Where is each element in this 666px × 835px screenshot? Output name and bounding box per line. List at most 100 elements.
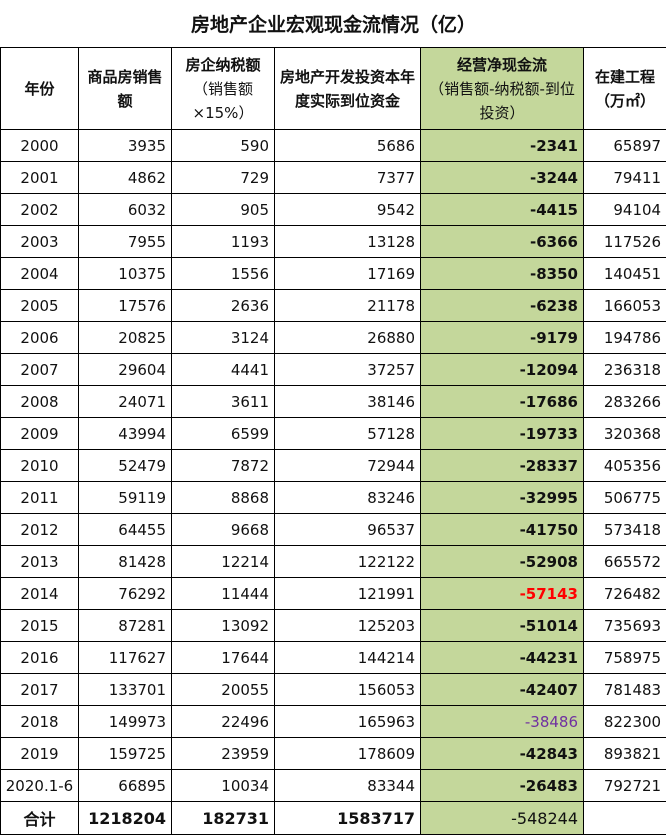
cell-year: 2016 — [0, 641, 79, 674]
header-tax: 房企纳税额 （销售额×15%） — [171, 47, 275, 130]
cell-sales: 64455 — [78, 513, 172, 546]
cell-investment: 26880 — [274, 321, 421, 354]
table-row: 2018 149973 22496 165963 -38486 822300 — [0, 705, 666, 738]
cell-year: 2008 — [0, 385, 79, 418]
cell-net-cash-flow: -44231 — [420, 641, 584, 674]
cell-sales: 59119 — [78, 481, 172, 514]
table-row: 2003 7955 1193 13128 -6366 117526 — [0, 225, 666, 258]
cell-investment: 38146 — [274, 385, 421, 418]
cell-sales: 117627 — [78, 641, 172, 674]
cell-tax: 17644 — [171, 641, 275, 674]
cell-year: 2020.1-6 — [0, 769, 79, 802]
table-row: 2017 133701 20055 156053 -42407 781483 — [0, 673, 666, 706]
cell-sales: 4862 — [78, 161, 172, 194]
table-row: 2015 87281 13092 125203 -51014 735693 — [0, 609, 666, 642]
table-row: 2008 24071 3611 38146 -17686 283266 — [0, 385, 666, 418]
cell-tax: 12214 — [171, 545, 275, 578]
cell-year: 2009 — [0, 417, 79, 450]
cell-construction: 320368 — [582, 417, 666, 450]
table-row: 2012 64455 9668 96537 -41750 573418 — [0, 513, 666, 546]
table-row: 2013 81428 12214 122122 -52908 665572 — [0, 545, 666, 578]
cell-net-cash-flow: -19733 — [420, 417, 584, 450]
cell-year: 2005 — [0, 289, 79, 322]
cell-construction: 140451 — [582, 257, 666, 290]
cell-construction: 94104 — [582, 193, 666, 226]
cell-construction: 781483 — [582, 673, 666, 706]
cell-sales: 29604 — [78, 353, 172, 386]
cell-investment: 156053 — [274, 673, 421, 706]
cell-net-cash-flow: -26483 — [420, 769, 584, 802]
table-row: 2014 76292 11444 121991 -57143 726482 — [0, 577, 666, 610]
cell-construction: 405356 — [582, 449, 666, 482]
total-year: 合计 — [0, 801, 79, 835]
cell-construction: 236318 — [582, 353, 666, 386]
cell-sales: 3935 — [78, 129, 172, 162]
cell-investment: 57128 — [274, 417, 421, 450]
header-construction: 在建工程（万㎡） — [582, 47, 666, 130]
table-row: 2011 59119 8868 83246 -32995 506775 — [0, 481, 666, 514]
cell-year: 2012 — [0, 513, 79, 546]
cell-net-cash-flow: -4415 — [420, 193, 584, 226]
cell-net-cash-flow: -3244 — [420, 161, 584, 194]
cell-tax: 2636 — [171, 289, 275, 322]
table-row: 2002 6032 905 9542 -4415 94104 — [0, 193, 666, 226]
cell-investment: 72944 — [274, 449, 421, 482]
cell-tax: 9668 — [171, 513, 275, 546]
cell-investment: 37257 — [274, 353, 421, 386]
table-title: 房地产企业宏观现金流情况（亿） — [0, 0, 666, 48]
cell-year: 2018 — [0, 705, 79, 738]
cell-tax: 6599 — [171, 417, 275, 450]
cell-year: 2014 — [0, 577, 79, 610]
cell-tax: 23959 — [171, 737, 275, 770]
cell-year: 2004 — [0, 257, 79, 290]
cell-sales: 81428 — [78, 545, 172, 578]
cell-construction: 166053 — [582, 289, 666, 322]
cell-investment: 7377 — [274, 161, 421, 194]
cell-construction: 506775 — [582, 481, 666, 514]
cell-tax: 905 — [171, 193, 275, 226]
cell-investment: 165963 — [274, 705, 421, 738]
cell-year: 2002 — [0, 193, 79, 226]
table-row: 2005 17576 2636 21178 -6238 166053 — [0, 289, 666, 322]
header-row: 年份 商品房销售额 房企纳税额 （销售额×15%） 房地产开发投资本年度实际到位资… — [0, 47, 666, 130]
cell-tax: 3611 — [171, 385, 275, 418]
cell-net-cash-flow: -42843 — [420, 737, 584, 770]
total-investment: 1583717 — [274, 801, 421, 835]
cell-net-cash-flow: -12094 — [420, 353, 584, 386]
cell-construction: 117526 — [582, 225, 666, 258]
cell-construction: 792721 — [582, 769, 666, 802]
cell-sales: 76292 — [78, 577, 172, 610]
cell-tax: 590 — [171, 129, 275, 162]
cell-tax: 11444 — [171, 577, 275, 610]
cell-net-cash-flow: -28337 — [420, 449, 584, 482]
cell-construction: 822300 — [582, 705, 666, 738]
cell-sales: 20825 — [78, 321, 172, 354]
cell-tax: 10034 — [171, 769, 275, 802]
cell-year: 2019 — [0, 737, 79, 770]
cell-year: 2003 — [0, 225, 79, 258]
cell-construction: 758975 — [582, 641, 666, 674]
cell-net-cash-flow: -41750 — [420, 513, 584, 546]
table-row: 2000 3935 590 5686 -2341 65897 — [0, 129, 666, 162]
cell-net-cash-flow: -17686 — [420, 385, 584, 418]
cell-net-cash-flow: -6366 — [420, 225, 584, 258]
cell-investment: 121991 — [274, 577, 421, 610]
cell-sales: 52479 — [78, 449, 172, 482]
cell-year: 2000 — [0, 129, 79, 162]
cell-tax: 3124 — [171, 321, 275, 354]
cell-year: 2015 — [0, 609, 79, 642]
cell-net-cash-flow: -52908 — [420, 545, 584, 578]
cell-construction: 726482 — [582, 577, 666, 610]
table-row: 2001 4862 729 7377 -3244 79411 — [0, 161, 666, 194]
cell-tax: 1556 — [171, 257, 275, 290]
cell-construction: 893821 — [582, 737, 666, 770]
cell-construction: 573418 — [582, 513, 666, 546]
cell-year: 2013 — [0, 545, 79, 578]
cell-year: 2006 — [0, 321, 79, 354]
cell-construction: 65897 — [582, 129, 666, 162]
cell-sales: 17576 — [78, 289, 172, 322]
cell-sales: 6032 — [78, 193, 172, 226]
cell-sales: 133701 — [78, 673, 172, 706]
cell-tax: 8868 — [171, 481, 275, 514]
